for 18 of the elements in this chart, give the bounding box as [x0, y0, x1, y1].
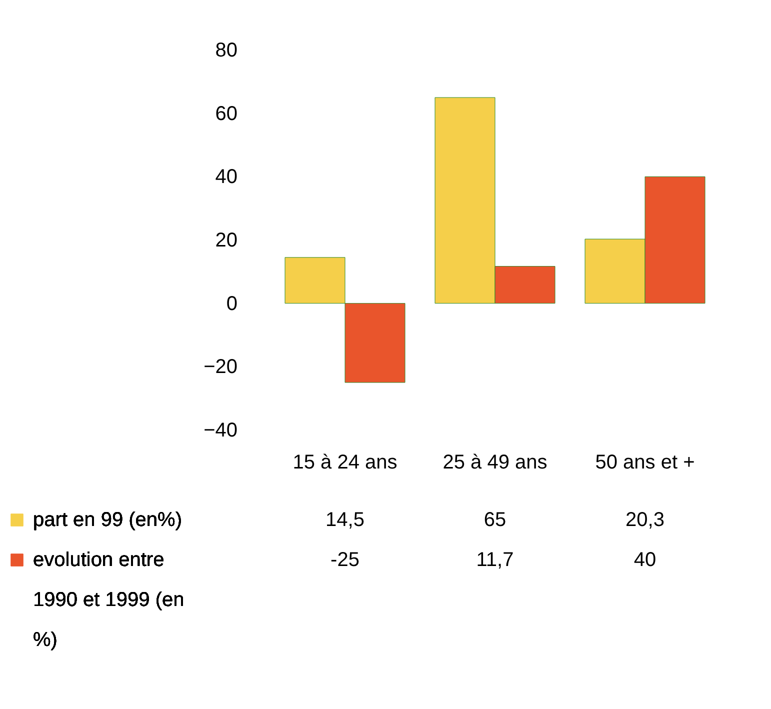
legend-label: evolution entre 1990 et 1999 (en %) [33, 549, 184, 651]
data-label: 20,3 [626, 509, 664, 531]
data-label: 11,7 [476, 549, 514, 571]
x-tick-label: 50 ans et + [595, 452, 695, 474]
data-label: -25 [330, 549, 360, 571]
data-label: 40 [634, 549, 656, 571]
y-tick-label: 0 [226, 292, 238, 315]
y-tick-label: 40 [215, 166, 238, 188]
x-tick-label: 15 à 24 ans [292, 452, 398, 474]
data-label: 14,5 [326, 509, 364, 531]
y-tick-label: 60 [215, 102, 238, 125]
x-tick-label: 25 à 49 ans [442, 452, 548, 474]
y-tick-label: 20 [215, 230, 238, 252]
y-tick-label: −20 [204, 356, 238, 378]
data-label: 65 [484, 509, 506, 531]
y-tick-label: −40 [204, 420, 238, 442]
y-tick-label: 80 [215, 40, 238, 62]
legend-label: part en 99 (en%) [33, 509, 182, 531]
